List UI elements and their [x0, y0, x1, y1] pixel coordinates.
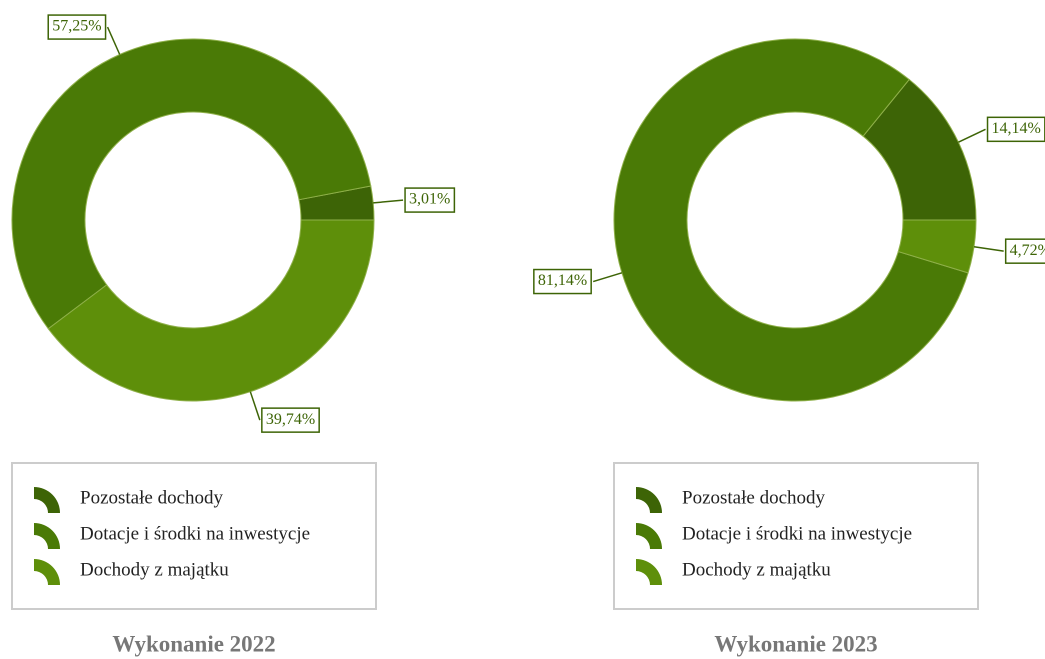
value-label-box — [47, 14, 107, 40]
legend-icon — [636, 559, 662, 585]
legend-box — [11, 462, 377, 610]
value-label-box — [404, 187, 456, 213]
chart-title: Wykonanie 2023 — [714, 631, 877, 656]
value-label-box — [533, 268, 592, 295]
legend-box — [613, 462, 979, 610]
leader-line — [249, 391, 261, 421]
legend-label: Pozostałe dochody — [682, 487, 826, 508]
legend-label: Dochody z majątku — [80, 559, 229, 580]
value-label: 3,01% — [409, 191, 450, 208]
value-label: 39,74% — [266, 411, 315, 428]
legend-label: Dochody z majątku — [682, 559, 831, 580]
leader-line — [973, 245, 1004, 252]
value-label-box — [1004, 238, 1045, 264]
leader-line — [106, 26, 121, 55]
legend-label: Dotacje i środki na inwestycje — [80, 523, 310, 544]
slice — [11, 38, 372, 330]
value-label: 14,14% — [992, 120, 1041, 137]
value-label-box — [986, 116, 1045, 143]
leader-line — [373, 199, 404, 204]
legend-label: Pozostałe dochody — [80, 487, 224, 508]
leader-line — [958, 128, 986, 143]
legend-icon — [34, 487, 60, 513]
value-label-box — [261, 407, 320, 433]
slice — [613, 38, 969, 402]
legend-label: Dotacje i środki na inwestycje — [682, 523, 912, 544]
value-label: 81,14% — [538, 272, 587, 289]
legend-icon — [636, 487, 662, 513]
legend-icon — [34, 559, 60, 585]
slice — [47, 219, 375, 402]
legend-icon — [636, 523, 662, 549]
value-label: 4,72% — [1010, 242, 1045, 259]
slice — [897, 219, 977, 274]
chart-title: Wykonanie 2022 — [112, 631, 275, 656]
value-label: 57,25% — [52, 18, 101, 35]
legend-icon — [34, 523, 60, 549]
leader-line — [592, 272, 623, 283]
